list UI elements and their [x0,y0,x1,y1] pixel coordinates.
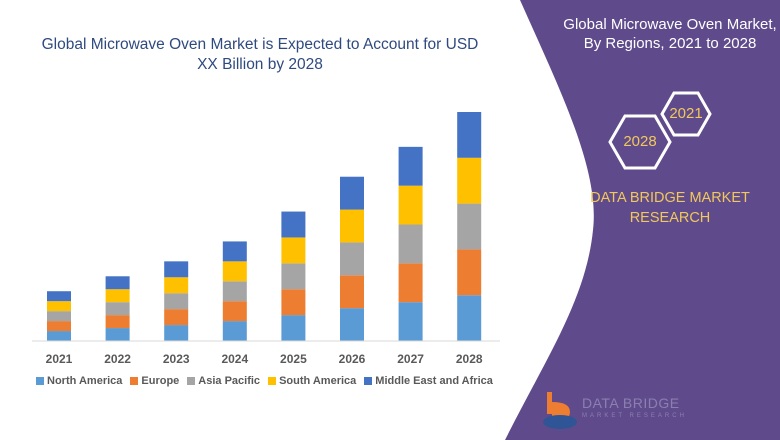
brand-text: DATA BRIDGE MARKET RESEARCH [590,190,750,226]
bar-2023-europe [164,309,189,326]
hexagon-2021 [660,91,712,137]
bar-2022-asia-pacific [105,302,130,316]
bar-2028-asia-pacific [457,203,482,250]
bar-2022-middle-east-and-africa [105,276,130,290]
hexagon-2028 [608,114,672,170]
hex-label-start: 2021 [669,105,703,122]
legend-swatch [130,377,139,385]
bar-2028-middle-east-and-africa [457,112,482,158]
legend: North America Europe Asia Pacific South Ame… [36,375,493,387]
bar-2024-south-america [222,261,247,282]
x-tick-label: 2027 [397,352,424,366]
bar-2026-europe [340,275,364,309]
x-tick-label: 2028 [456,352,483,366]
panel-title: Global Microwave Oven Market, By Regions… [563,16,777,52]
bar-2021-middle-east-and-africa [47,291,71,302]
x-tick-label: 2024 [221,352,248,366]
bar-2023-south-america [164,277,189,294]
bar-2027-south-america [398,185,423,225]
bar-2025-south-america [281,237,306,264]
bar-2027-asia-pacific [398,224,423,264]
x-tick-label: 2022 [104,352,131,366]
logo-name: DATA BRIDGE [582,395,680,411]
legend-label: South America [279,375,357,387]
chart-title: Global Microwave Oven Market is Expected… [41,36,479,73]
bar-2021-asia-pacific [47,311,71,322]
x-tick-label: 2021 [46,352,73,366]
logo-icon [543,392,577,429]
legend-label: Asia Pacific [198,375,261,387]
bar-2028-north-america [457,295,482,341]
legend-item: Middle East and Africa [364,375,493,387]
legend-swatch [36,377,44,385]
x-tick-label: 2026 [339,352,366,366]
bar-2026-north-america [340,308,364,341]
stacked-bar-chart: 2021 2022 2023 2024 2025 2026 2027 2028 [46,112,483,366]
legend-item: Asia Pacific [187,375,260,387]
bar-2027-north-america [398,302,423,341]
bar-2025-middle-east-and-africa [281,211,306,238]
bar-2024-europe [222,301,247,322]
right-panel [505,0,780,440]
bar-2022-south-america [105,289,130,303]
bar-2024-north-america [222,321,247,341]
bar-2028-south-america [457,157,482,204]
legend-label: Middle East and Africa [375,375,493,387]
bar-2027-europe [398,263,423,303]
legend-label: Europe [141,375,180,387]
bar-2023-north-america [164,325,189,341]
bar-2024-middle-east-and-africa [222,241,247,262]
bar-2022-north-america [105,328,130,341]
bar-2026-south-america [340,209,364,243]
bar-2021-north-america [47,331,71,341]
x-tick-label: 2025 [280,352,307,366]
x-tick-label: 2023 [163,352,190,366]
bar-2027-middle-east-and-africa [398,146,423,186]
logo-tagline: MARKET RESEARCH [582,413,687,419]
legend-swatch [187,377,196,385]
bar-2025-asia-pacific [281,263,306,290]
legend-item: South America [268,375,356,387]
bar-2026-asia-pacific [340,242,364,276]
bar-2025-europe [281,289,306,316]
bar-2023-asia-pacific [164,293,189,310]
bar-2021-south-america [47,301,71,312]
legend-label: North America [47,375,123,387]
hex-label-end: 2028 [623,133,657,150]
legend-item: North America [36,375,122,387]
legend-swatch [268,377,277,385]
bar-2023-middle-east-and-africa [164,261,189,278]
bar-2025-north-america [281,315,306,341]
bar-2028-europe [457,249,482,296]
bar-2024-asia-pacific [222,281,247,302]
bar-2022-europe [105,315,130,329]
legend-swatch [364,377,373,385]
legend-item: Europe [130,375,179,387]
bar-2021-europe [47,321,71,332]
bar-2026-middle-east-and-africa [340,176,364,210]
